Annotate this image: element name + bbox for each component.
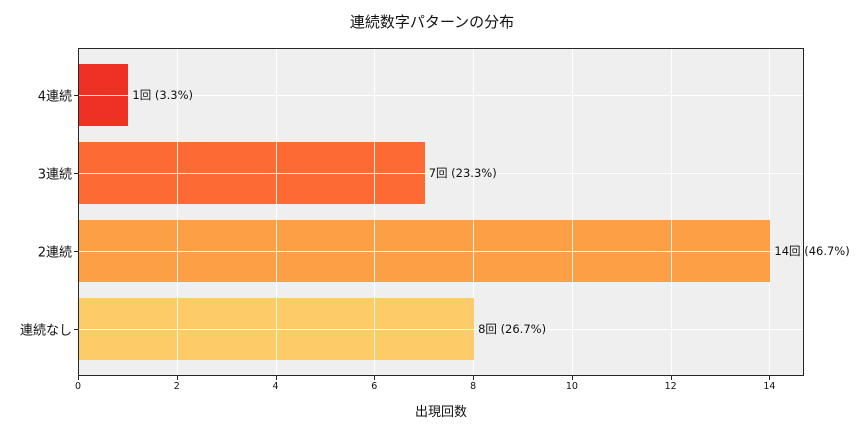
gridline-x [571,49,573,375]
gridline-x [473,49,475,375]
chart-title: 連続数字パターンの分布 [349,13,515,31]
bar-value-label: 1回 (3.3%) [132,87,194,102]
gridline-x [769,49,771,375]
gridline-y [79,329,475,331]
gridline-x [176,297,178,361]
gridline-x [374,219,376,283]
x-tick-label: 8 [470,381,477,392]
gridline-x [374,49,376,375]
x-tick [78,376,79,380]
bar-value-label: 14回 (46.7%) [774,244,850,259]
x-tick-label: 12 [664,381,677,392]
x-tick [769,376,771,380]
gridline-x [374,297,376,361]
gridline-y [79,172,425,174]
y-tick-label: 2連続 [37,245,72,261]
y-tick-label: 3連続 [37,167,72,183]
x-tick [374,376,376,380]
y-tick-label: 4連続 [37,89,72,105]
gridline-x [670,219,672,283]
x-axis-label: 出現回数 [414,405,467,420]
gridline-y [79,94,803,96]
x-tick-label: 0 [74,381,82,392]
x-tick [670,376,672,380]
x-tick-label: 14 [763,381,776,392]
gridline-x [670,49,672,375]
x-tick [176,376,178,380]
y-tick [74,251,78,253]
x-tick-label: 4 [272,381,279,392]
gridline-x [473,219,475,283]
x-tick-label: 6 [371,381,378,392]
x-tick [571,376,573,380]
y-tick [74,329,78,331]
y-tick [74,94,78,96]
gridline-y [79,172,803,174]
y-tick-label: 連続なし [19,323,72,339]
bar-value-label: 7回 (23.3%) [428,165,497,180]
gridline-y [79,251,771,253]
x-tick [473,376,475,380]
gridline-x [176,219,178,283]
gridline-x [571,219,573,283]
gridline-y [79,94,129,96]
gridline-x [275,219,277,283]
y-tick [74,172,78,174]
bar-value-label: 8回 (26.7%) [478,322,547,337]
x-tick-label: 2 [173,381,180,392]
gridline-x [275,297,277,361]
gridline-x [176,49,178,375]
bar-3 [79,297,475,361]
bar-2 [79,219,771,283]
gridline-x [275,49,277,375]
x-tick-label: 10 [565,381,578,392]
plot-area [78,48,804,376]
x-tick [275,376,277,380]
